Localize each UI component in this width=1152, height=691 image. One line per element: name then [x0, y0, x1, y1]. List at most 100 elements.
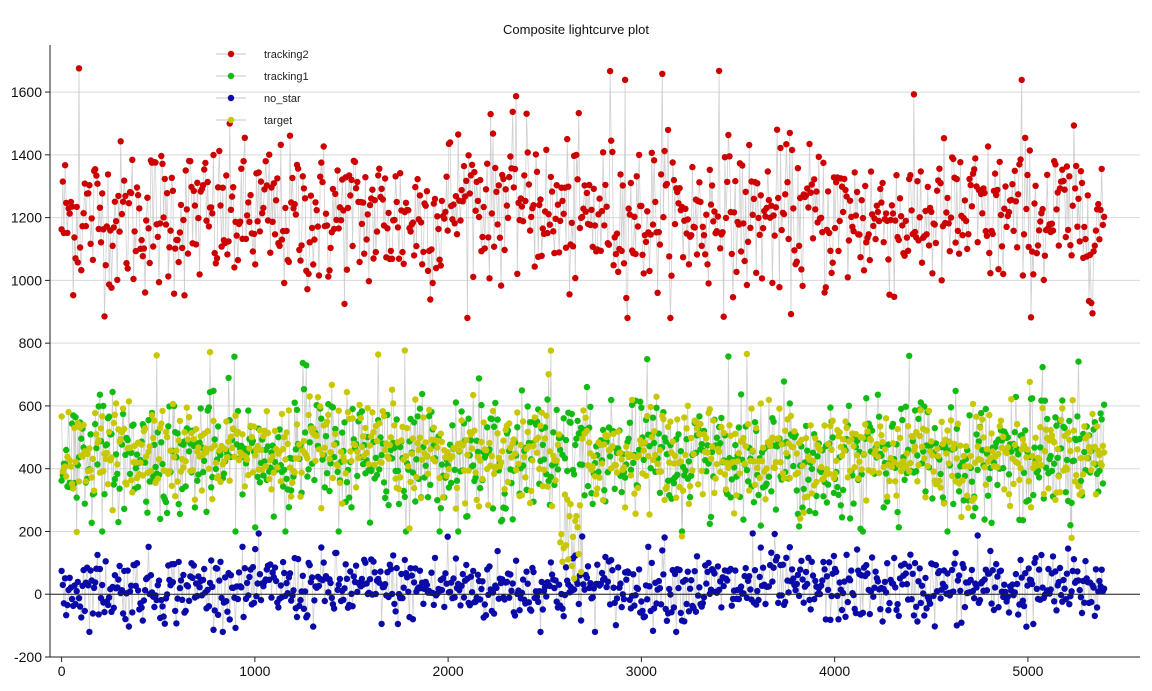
point-target: [310, 425, 317, 432]
point-tracking2: [332, 190, 339, 198]
point-target: [264, 429, 272, 437]
point-tracking2: [805, 204, 812, 211]
point-tracking1: [786, 400, 793, 407]
point-tracking2: [111, 198, 119, 205]
point-tracking2: [271, 231, 279, 238]
point-no_star: [241, 565, 248, 572]
point-target: [843, 424, 850, 431]
point-no_star: [96, 565, 104, 573]
point-target: [948, 472, 956, 480]
point-tracking1: [199, 468, 207, 476]
point-tracking2: [1017, 156, 1024, 163]
point-no_star: [604, 578, 611, 585]
point-no_star: [649, 627, 657, 634]
point-no_star: [102, 558, 109, 565]
point-no_star: [920, 590, 927, 597]
point-tracking1: [899, 416, 906, 424]
point-tracking2: [996, 158, 1003, 166]
point-target: [305, 411, 312, 419]
point-no_star: [951, 560, 958, 567]
point-tracking1: [1068, 499, 1075, 507]
point-tracking2: [944, 194, 951, 202]
point-target: [1037, 424, 1044, 431]
point-tracking1: [133, 451, 141, 458]
point-tracking2: [484, 160, 491, 167]
point-tracking2: [384, 225, 391, 232]
point-target: [661, 496, 668, 504]
point-target: [839, 436, 847, 443]
point-target: [1004, 444, 1011, 451]
point-target: [270, 469, 277, 476]
point-tracking2: [757, 192, 764, 199]
point-tracking1: [303, 362, 310, 369]
point-tracking2: [139, 253, 146, 260]
point-tracking2: [510, 184, 517, 191]
point-no_star: [76, 603, 84, 610]
point-no_star: [378, 620, 385, 628]
point-tracking1: [972, 504, 979, 512]
point-tracking1: [214, 423, 222, 430]
point-target: [686, 483, 694, 490]
point-no_star: [330, 605, 338, 612]
point-no_star: [390, 552, 397, 559]
point-tracking2: [842, 186, 849, 194]
point-no_star: [692, 608, 700, 615]
point-no_star: [507, 571, 514, 578]
point-target: [366, 442, 374, 449]
point-target: [249, 469, 257, 476]
point-no_star: [793, 580, 800, 588]
point-tracking2: [230, 184, 237, 191]
point-tracking2: [827, 247, 834, 254]
point-no_star: [1074, 568, 1081, 575]
point-tracking1: [467, 437, 475, 444]
point-no_star: [1001, 581, 1008, 588]
point-tracking1: [644, 356, 651, 363]
point-target: [221, 445, 229, 453]
point-target: [485, 501, 492, 509]
point-target: [782, 427, 789, 434]
point-no_star: [145, 543, 152, 550]
point-tracking1: [124, 436, 131, 444]
point-tracking2: [1020, 231, 1028, 238]
point-tracking2: [311, 236, 318, 243]
point-target: [379, 408, 386, 415]
point-target: [973, 413, 980, 420]
point-tracking2: [566, 291, 573, 298]
point-tracking1: [455, 528, 462, 535]
point-tracking2: [699, 223, 706, 230]
point-tracking2: [613, 230, 621, 237]
point-tracking2: [122, 192, 129, 200]
point-no_star: [859, 609, 867, 616]
point-tracking2: [347, 192, 354, 199]
point-target: [663, 483, 671, 491]
point-target: [960, 452, 967, 460]
point-target: [72, 458, 79, 465]
point-tracking1: [275, 434, 282, 441]
point-target: [231, 453, 238, 460]
point-tracking1: [553, 406, 560, 414]
point-target: [710, 417, 717, 424]
point-no_star: [1035, 566, 1043, 573]
point-no_star: [238, 584, 245, 591]
point-no_star: [598, 569, 606, 577]
point-target: [618, 456, 625, 463]
point-target: [501, 486, 508, 493]
point-no_star: [1000, 593, 1007, 601]
point-tracking2: [647, 231, 654, 238]
point-no_star: [609, 567, 616, 574]
point-tracking2: [341, 300, 348, 308]
point-target: [510, 436, 517, 443]
point-target: [109, 507, 116, 514]
point-tracking1: [78, 435, 85, 442]
point-no_star: [824, 586, 832, 594]
point-target: [188, 429, 195, 437]
point-tracking1: [583, 383, 591, 391]
point-tracking1: [874, 391, 882, 398]
point-tracking1: [914, 452, 921, 459]
point-target: [412, 396, 419, 403]
point-target: [413, 473, 420, 481]
point-tracking2: [289, 174, 296, 182]
point-no_star: [400, 584, 407, 591]
point-target: [169, 400, 177, 408]
